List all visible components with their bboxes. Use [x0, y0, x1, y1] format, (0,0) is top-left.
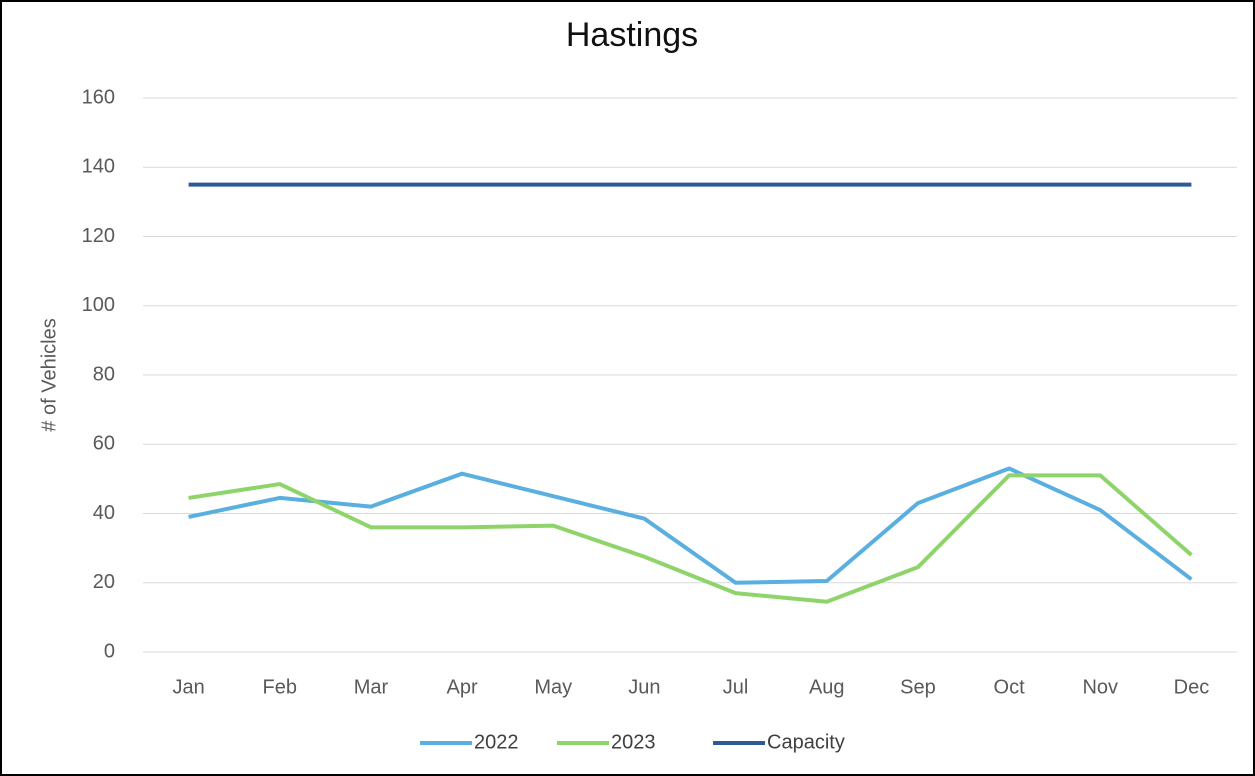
x-tick-label: Feb [263, 676, 297, 698]
chart-title: Hastings [566, 16, 698, 54]
y-tick-label: 80 [93, 363, 115, 385]
legend-label: 2023 [611, 731, 656, 753]
legend-label: 2022 [474, 731, 519, 753]
x-tick-label: Aug [809, 676, 845, 698]
x-tick-label: May [534, 676, 572, 698]
x-tick-label: Oct [994, 676, 1026, 698]
x-tick-label: Jun [628, 676, 660, 698]
x-tick-label: Jul [723, 676, 749, 698]
y-tick-label: 0 [104, 640, 115, 662]
x-tick-label: Dec [1174, 676, 1210, 698]
series-line [188, 473, 1193, 604]
y-tick-label: 160 [82, 86, 115, 108]
x-tick-label: Sep [900, 676, 936, 698]
y-tick-label: 60 [93, 433, 115, 455]
x-tick-label: Jan [172, 676, 204, 698]
y-tick-label: 140 [82, 156, 115, 178]
x-tick-label: Apr [447, 676, 478, 698]
x-tick-label: Nov [1082, 676, 1118, 698]
y-tick-label: 20 [93, 571, 115, 593]
legend-label: Capacity [767, 731, 845, 753]
y-tick-label: 40 [93, 502, 115, 524]
y-tick-label: 100 [82, 294, 115, 316]
x-tick-label: Mar [354, 676, 389, 698]
y-tick-label: 120 [82, 225, 115, 247]
y-axis-label: # of Vehicles [38, 318, 60, 431]
